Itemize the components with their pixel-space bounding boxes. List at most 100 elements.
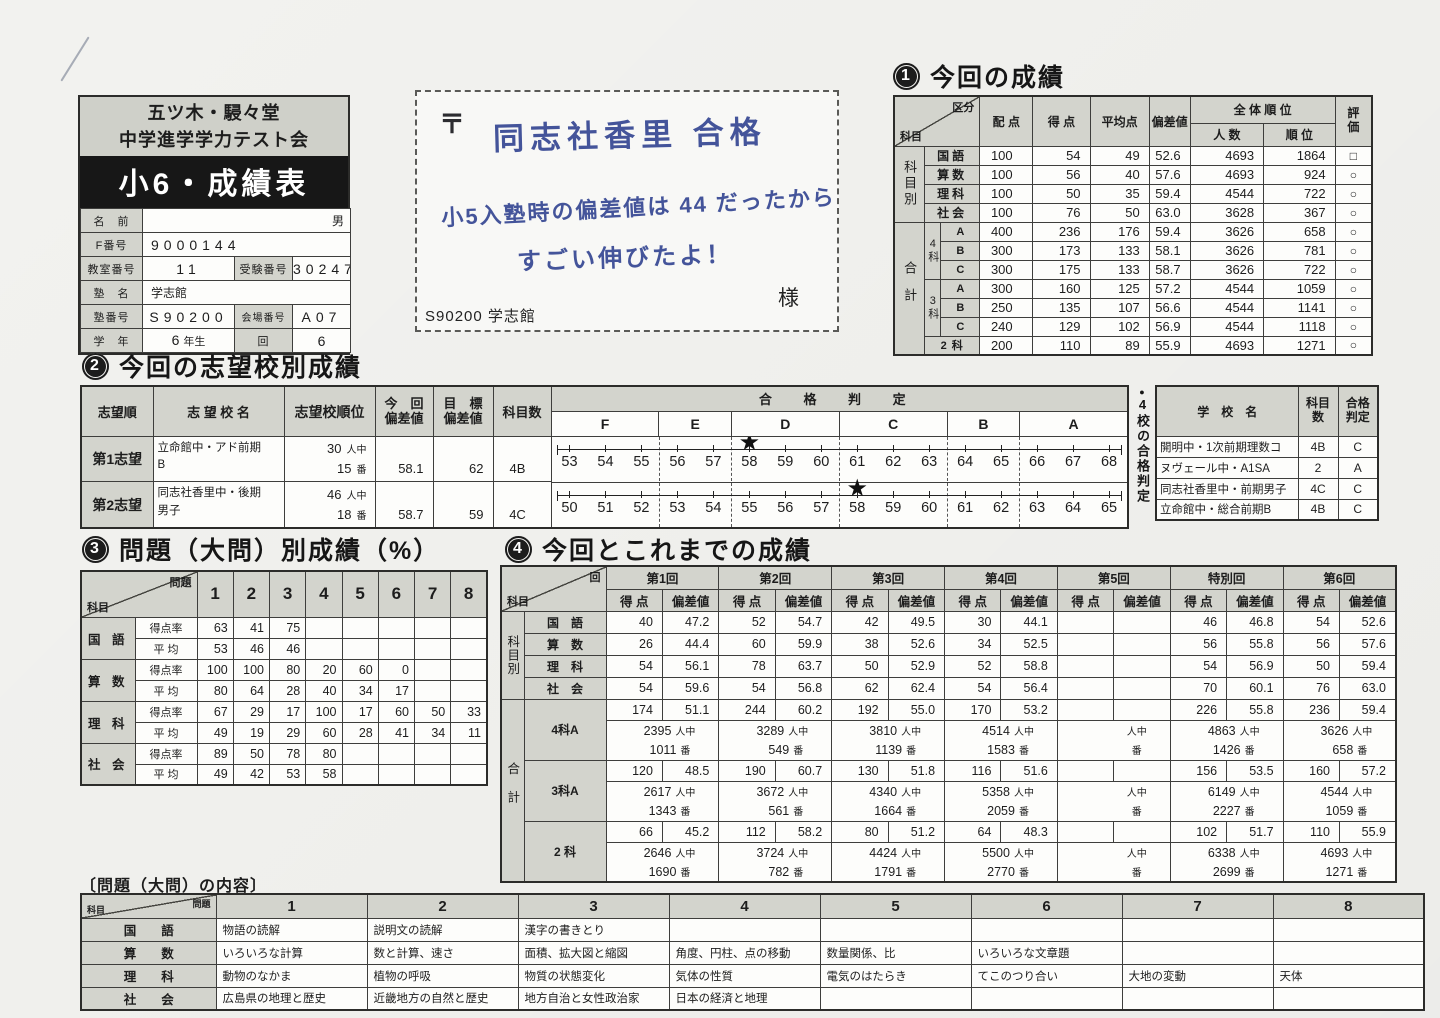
evaluation-mark: ○	[1334, 221, 1373, 242]
cell: 54	[1282, 610, 1340, 634]
cell: 54	[718, 676, 776, 700]
cell: 34	[944, 632, 1002, 656]
rank-cell: 1426 番	[1169, 740, 1284, 761]
evaluation-mark: ○	[1334, 164, 1373, 185]
subgroup-label: 2 科	[924, 335, 981, 356]
subject-label: 社 会	[80, 986, 217, 1011]
table-row: 学 年 6 年生 回 6	[80, 328, 352, 353]
subject-label: 国 語	[80, 917, 217, 942]
cell	[819, 986, 972, 1011]
cell: 角度、円柱、点の移動	[668, 940, 821, 965]
column-header: 6	[970, 893, 1123, 919]
cell: 29	[268, 721, 307, 744]
cell: 89	[196, 742, 234, 765]
table-row: 1011 番 549 番 1139 番 1583 番番 1426 番 658 番	[501, 740, 1397, 761]
column-header: 平均点	[1089, 95, 1150, 147]
cell: 52.6	[1338, 610, 1397, 634]
subject-label: 国 語	[80, 616, 136, 660]
cell: 30	[944, 610, 1002, 634]
four-schools-block: ●4校の合格判定 学 校 名 科目数 合格 判定 開明中・1次前期理数コ 4B C ヌ…	[1133, 385, 1379, 521]
table-row: 3科A 120 48.5 190 60.7 130 51.8 116 51.6 156 53.5 1…	[501, 759, 1397, 822]
column-header: 得 点	[1056, 588, 1115, 612]
table-row: 2646 人中 3724 人中 4424 人中 5500 人中 人中 6338 人中 4693 人中	[501, 842, 1397, 862]
cell: 20	[305, 658, 343, 681]
venue-value: A07	[291, 304, 352, 329]
cell	[1113, 632, 1171, 656]
cell: 102	[1169, 820, 1228, 843]
cell	[970, 917, 1123, 942]
grade-letter: A	[1019, 412, 1127, 436]
column-header: 科目数	[492, 385, 552, 437]
table-row: 2 科 66 45.2 112 58.2 80 51.2 64 48.3 102 51.7 110 5…	[501, 820, 1397, 883]
cell: 日本の経済と地理	[668, 986, 821, 1011]
column-header: 7	[1121, 893, 1274, 919]
cell: 4544	[1189, 297, 1265, 318]
cell	[668, 917, 821, 942]
cell: 781	[1263, 240, 1336, 261]
cell: 17	[377, 679, 416, 702]
cell: 120	[605, 759, 663, 782]
cell: 53.5	[1226, 759, 1284, 782]
subject-label: 算 数	[80, 940, 217, 965]
cell	[1121, 986, 1274, 1011]
section1-title: 1 今回の成績	[893, 58, 1065, 94]
kind-label: 平 均	[134, 637, 198, 660]
cell: 4544	[1189, 278, 1265, 299]
evaluation-mark: ○	[1334, 240, 1373, 261]
examinee-label: 受験番号	[234, 256, 293, 281]
cell: 66	[605, 820, 663, 843]
table-row: 教室番号 11 受験番号 30247	[80, 256, 352, 281]
table-row: B 300 173 133 58.1 3626 781 ○	[894, 240, 1373, 261]
section1-title-text: 今回の成績	[930, 64, 1066, 92]
cohort-cell: 4693 人中	[1282, 842, 1397, 862]
cell: 4693	[1189, 164, 1265, 185]
cell: 76	[1032, 202, 1091, 223]
cell: 50	[1089, 202, 1150, 223]
group-label: 科目別	[893, 145, 926, 223]
cell	[450, 658, 488, 681]
cohort-cell: 3289 人中	[718, 720, 833, 740]
ruler-line	[556, 445, 1122, 455]
cell	[450, 763, 488, 786]
subject-label: 理科	[924, 183, 981, 204]
cell: 50	[831, 654, 889, 678]
group-label: 科目別	[500, 610, 525, 700]
cell: 52	[718, 610, 776, 634]
cell	[450, 742, 488, 765]
column-header: 志望順	[80, 385, 154, 437]
rank-cell: 2699 番	[1169, 862, 1284, 883]
cell: 160	[1032, 278, 1091, 299]
subgroup-label: 4科	[924, 221, 942, 280]
cell: 110	[1032, 335, 1091, 356]
cell: 面積、拡大図と縮図	[517, 940, 670, 965]
cell	[1272, 986, 1425, 1011]
column-header: 偏差値	[1000, 588, 1058, 612]
evaluation-mark: ○	[1334, 278, 1373, 299]
table-row: 社 会 広島県の地理と歴史 近畿地方の自然と歴史 地方自治と女性政治家 日本の経済と地…	[80, 986, 1425, 1011]
column-header: 得 点	[1282, 588, 1340, 612]
cell: 63.0	[1148, 202, 1191, 223]
cell: 19	[232, 721, 271, 744]
cell: 広島県の地理と歴史	[215, 986, 368, 1011]
rank-cell: 番	[1056, 801, 1171, 822]
question-content-title: 〔問題（大問）の内容〕	[80, 878, 268, 895]
cell: 植物の呼吸	[366, 963, 519, 988]
school-rank-cell: 46 人中 18 番	[283, 481, 376, 529]
round-header: 第5回	[1056, 565, 1171, 590]
cell: 722	[1263, 259, 1336, 280]
cell	[1056, 632, 1115, 656]
section3-badge: 3	[82, 535, 109, 563]
cell: 63.0	[1338, 676, 1397, 700]
column-header: 2	[366, 893, 519, 919]
juku-label: 塾 名	[80, 280, 143, 305]
kind-label: 得点率	[134, 700, 198, 723]
round-header: 特別回	[1169, 565, 1284, 590]
cell	[1113, 610, 1171, 634]
cell: 80	[196, 679, 234, 702]
cell: 129	[1032, 316, 1091, 337]
f-number-value: 9000144	[141, 232, 352, 257]
table-row: 1343 番 561 番 1664 番 2059 番番 2227 番 1059 番	[501, 801, 1397, 822]
cell: 53.2	[1000, 698, 1058, 721]
cell: 70	[1169, 676, 1228, 700]
cell: 3626	[1189, 259, 1265, 280]
